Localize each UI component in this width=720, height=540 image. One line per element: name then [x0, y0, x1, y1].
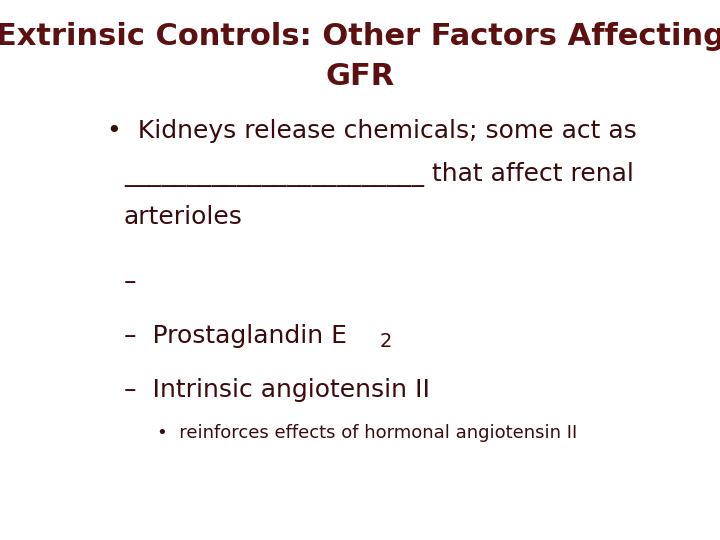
Text: Extrinsic Controls: Other Factors Affecting: Extrinsic Controls: Other Factors Affect…: [0, 22, 720, 51]
Text: arterioles: arterioles: [124, 205, 243, 229]
Text: ________________________ that affect renal: ________________________ that affect ren…: [124, 162, 634, 187]
Text: GFR: GFR: [325, 62, 395, 91]
Text: –  Prostaglandin E: – Prostaglandin E: [124, 324, 347, 348]
Text: •  Kidneys release chemicals; some act as: • Kidneys release chemicals; some act as: [107, 119, 637, 143]
Text: –: –: [124, 270, 136, 294]
Text: –  Intrinsic angiotensin II: – Intrinsic angiotensin II: [124, 378, 430, 402]
Text: 2: 2: [379, 332, 392, 351]
Text: •  reinforces effects of hormonal angiotensin II: • reinforces effects of hormonal angiote…: [157, 424, 577, 442]
